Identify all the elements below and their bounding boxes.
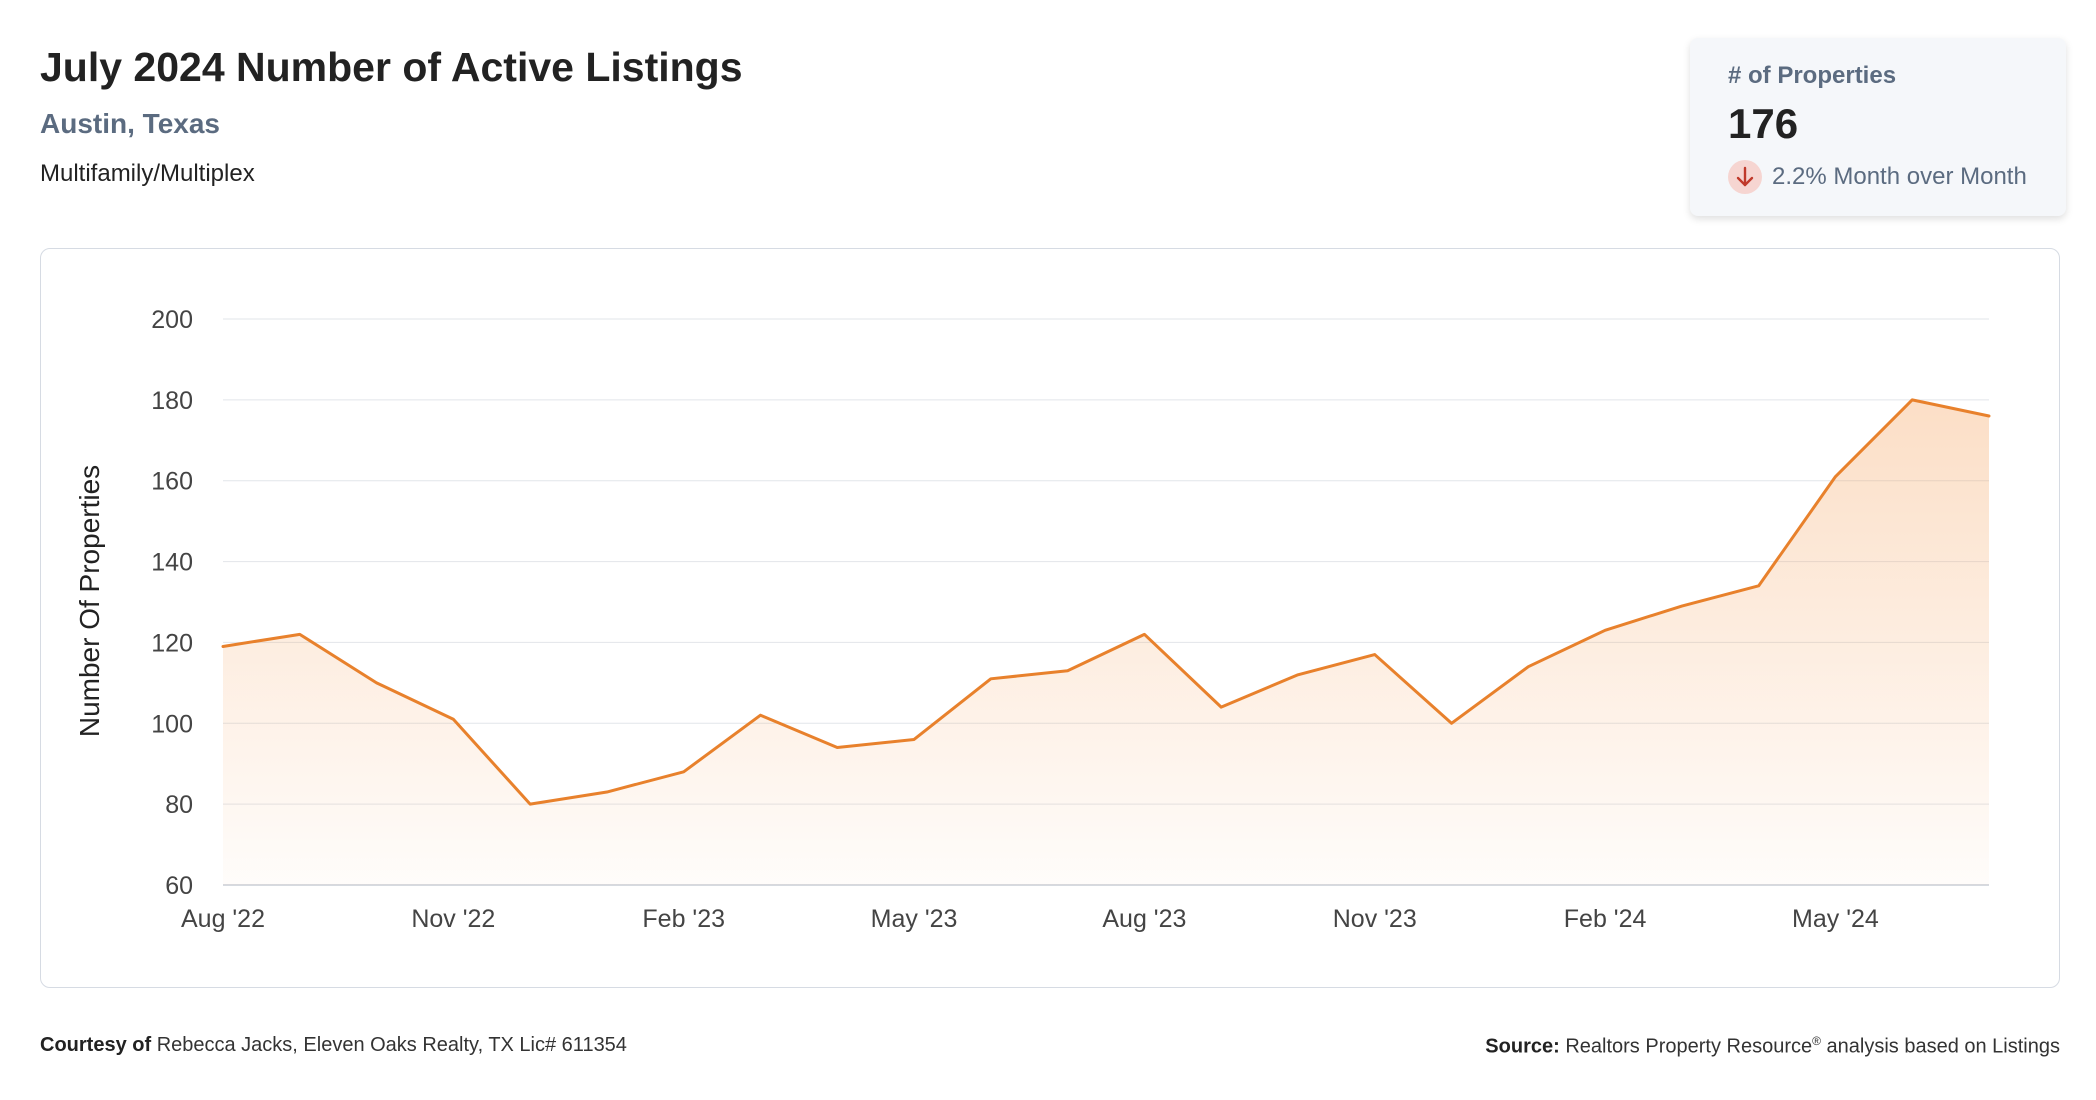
location-subtitle: Austin, Texas (40, 108, 220, 139)
x-tick-label: Feb '23 (642, 905, 725, 933)
x-tick-label: May '23 (871, 905, 958, 933)
line-chart: 60 80 100 120 140 160 180 200 Aug '22 Nov '22 Feb… (74, 306, 1991, 933)
kpi-label: # of Properties (1728, 62, 1897, 89)
kpi-change: 2.2% Month over Month (1728, 160, 2027, 194)
y-tick-label: 120 (151, 629, 193, 657)
x-tick-label: Nov '22 (411, 905, 495, 933)
kpi-change-text: 2.2% Month over Month (1772, 163, 2027, 190)
x-tick-label: Aug '23 (1102, 905, 1186, 933)
y-tick-label: 80 (165, 791, 193, 819)
courtesy-footer: Courtesy of Rebecca Jacks, Eleven Oaks R… (40, 1034, 627, 1057)
source-footer: Source: Realtors Property Resource® anal… (1485, 1034, 2060, 1059)
courtesy-label: Courtesy of (40, 1034, 152, 1056)
y-axis-label: Number Of Properties (74, 465, 105, 737)
y-tick-label: 60 (165, 872, 193, 900)
arrow-down-icon (1728, 160, 1762, 194)
y-tick-label: 100 (151, 710, 193, 738)
series-line (221, 398, 1991, 806)
source-text: Realtors Property Resource (1565, 1035, 1813, 1058)
x-tick-label: Aug '22 (181, 905, 265, 933)
x-tick-label: Feb '24 (1564, 905, 1647, 933)
x-tick-label: May '24 (1792, 905, 1879, 933)
y-tick-label: 160 (151, 468, 193, 496)
y-tick-label: 140 (151, 549, 193, 577)
x-tick-label: Nov '23 (1333, 905, 1417, 933)
property-type-label: Multifamily/Multiplex (40, 160, 255, 187)
chart-title: July 2024 Number of Active Listings (40, 44, 743, 90)
chart-panel: 60 80 100 120 140 160 180 200 Aug '22 Nov '22 Feb… (40, 248, 2060, 988)
kpi-value: 176 (1728, 100, 1799, 147)
registered-mark: ® (1812, 1034, 1821, 1048)
source-label: Source: (1485, 1035, 1560, 1058)
y-tick-label: 180 (151, 387, 193, 415)
source-suffix: analysis based on Listings (1820, 1035, 2061, 1058)
kpi-card: # of Properties 176 2.2% Month over Mont… (1690, 38, 2066, 216)
courtesy-text: Rebecca Jacks, Eleven Oaks Realty, TX Li… (156, 1034, 627, 1056)
y-tick-label: 200 (151, 306, 193, 334)
series-area (223, 399, 1989, 885)
